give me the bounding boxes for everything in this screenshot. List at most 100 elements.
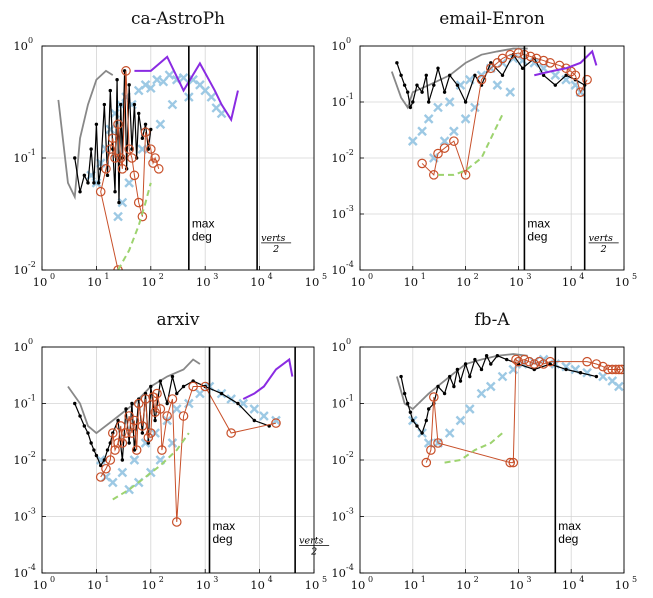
data-point [145,83,156,94]
data-point [415,424,419,428]
data-point [105,144,116,154]
data-point [411,100,415,104]
y-tick-label: 10 [331,340,346,354]
data-point [513,356,524,367]
data-point [479,367,484,372]
data-point [505,457,516,468]
data-point [517,55,528,66]
y-tick-label: 10 [13,340,28,354]
data-point [476,388,487,399]
data-point [153,164,164,174]
data-point [101,463,111,474]
x-tick-label: 10 [305,578,320,592]
data-point [519,354,530,365]
y-tick-exponent: -3 [28,507,36,516]
data-point [108,88,112,93]
data-point [598,361,608,372]
data-point [107,477,118,488]
data-point [124,144,134,154]
data-point [424,418,428,423]
y-tick-label: 10 [13,263,28,277]
data-point [433,102,443,113]
data-point [146,147,151,151]
data-point [411,418,415,423]
data-point [249,404,260,414]
x-tick-exponent: 2 [159,575,164,584]
y-tick-label: 10 [331,453,346,467]
x-tick-label: 10 [196,578,211,592]
data-point [485,63,496,74]
data-point [86,181,90,185]
x-tick-label: 10 [196,275,211,289]
data-point [129,455,140,465]
verts-fraction-denominator: 2 [272,244,279,255]
data-point [529,356,540,367]
data-point [476,74,487,85]
data-point [405,90,410,94]
y-tick-label: 10 [331,397,346,411]
y-tick-label: 10 [13,151,28,165]
y-tick-exponent: -4 [346,563,354,572]
data-point [116,418,120,423]
data-point [171,404,182,414]
data-point [178,411,189,421]
series-line [425,358,622,464]
y-tick-label: 10 [331,510,346,524]
x-tick-exponent: 1 [104,575,109,584]
data-point [525,51,536,62]
data-point [473,357,477,362]
data-point [101,164,111,174]
data-point [420,431,424,435]
x-tick-exponent: 4 [268,272,273,281]
data-point [113,119,123,130]
data-point [524,356,534,367]
y-tick-label: 10 [13,39,28,53]
data-point [561,361,571,372]
series-line [396,53,585,110]
x-tick-exponent: 1 [421,272,426,281]
y-tick-label: 10 [331,151,346,165]
y-tick-exponent: 0 [346,337,351,346]
data-point [570,70,581,81]
max-deg-label-top: max [213,519,236,533]
data-point [407,136,418,146]
x-tick-label: 10 [615,275,630,289]
data-point [564,73,568,77]
data-point [448,73,452,77]
y-tick-exponent: -4 [28,563,36,572]
x-tick-label: 10 [87,578,102,592]
chart-title: arxiv [157,310,200,330]
data-point [405,401,410,406]
x-tick-label: 10 [351,578,366,592]
y-tick-label: 10 [331,95,346,109]
data-point [107,428,118,438]
data-point [102,102,107,107]
data-point [155,404,166,414]
data-point [175,391,179,396]
data-point [129,415,140,426]
data-point [82,173,87,178]
data-point [127,83,131,87]
x-tick-label: 10 [562,275,577,289]
max-deg-label-bottom: deg [213,532,233,546]
data-point [105,173,110,178]
series-green-dashed [117,182,152,270]
data-point [426,407,431,411]
x-tick-label: 10 [33,275,48,289]
max-deg-label-top: max [192,216,215,230]
data-point [271,418,281,428]
data-point [150,153,160,163]
data-point [424,73,428,77]
data-point [508,457,519,468]
chart-title: email-Enron [439,9,545,29]
data-point [188,381,198,392]
series-green-dashed [444,432,504,464]
x-tick-exponent: 2 [159,272,164,281]
plot-content [67,357,294,527]
data-point [582,356,592,367]
data-point [127,428,137,438]
data-point [449,126,459,137]
data-point [550,70,561,81]
